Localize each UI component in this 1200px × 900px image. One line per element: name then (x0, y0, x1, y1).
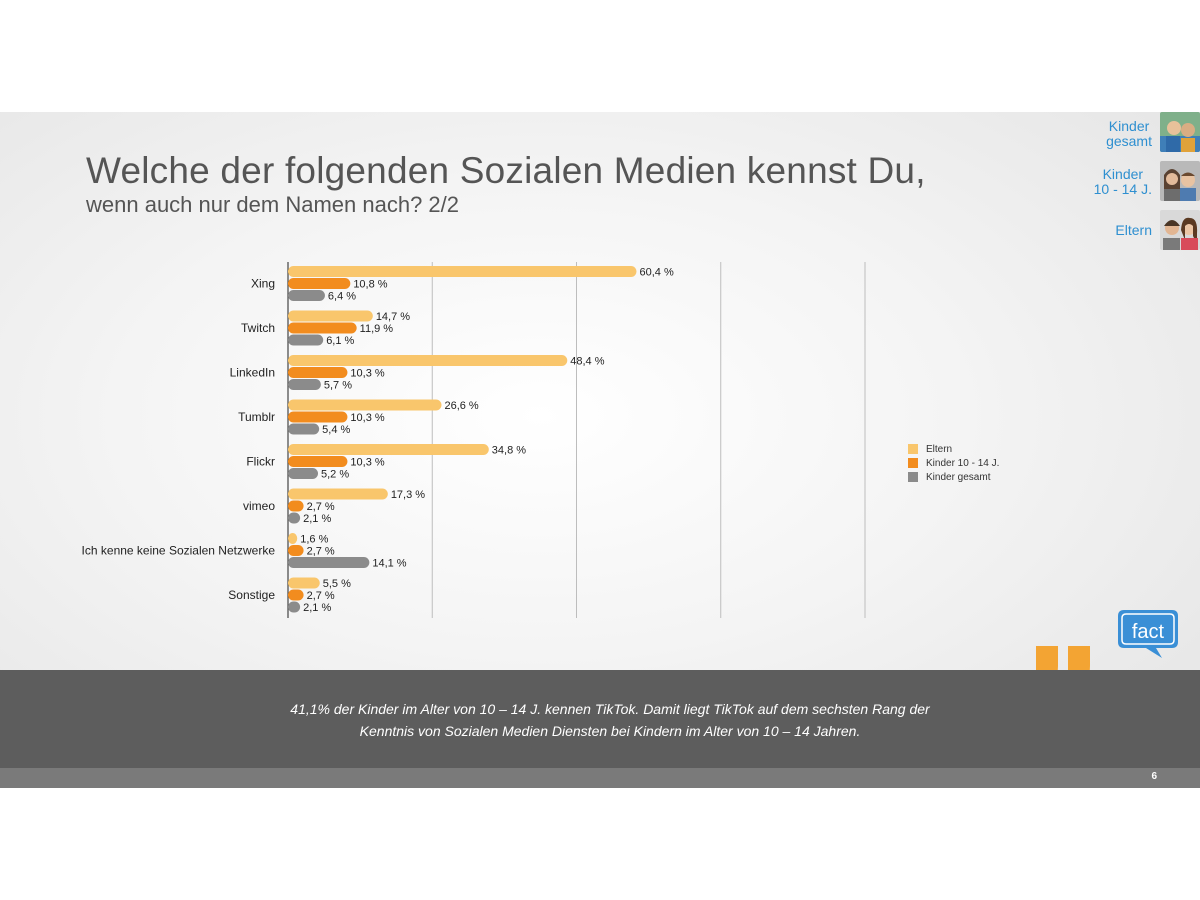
data-label: 6,4 % (328, 291, 356, 303)
legend: Eltern Kinder 10 - 14 J. Kinder gesamt (908, 442, 999, 484)
bar (288, 545, 304, 556)
data-label: 10,3 % (350, 412, 384, 424)
teens-photo-thumbnail[interactable] (1160, 161, 1200, 201)
page-number: 6 (1151, 771, 1157, 782)
data-label: 2,7 % (307, 501, 335, 513)
legend-item-kinder-10-14: Kinder 10 - 14 J. (908, 456, 999, 470)
kids-photo-thumbnail[interactable] (1160, 112, 1200, 152)
bar (288, 379, 321, 390)
category-label: Twitch (241, 321, 275, 335)
bar (288, 411, 348, 423)
category-label: Flickr (246, 455, 275, 469)
category-label: Xing (251, 277, 275, 291)
nav-label: gesamt (1106, 133, 1152, 149)
bar (288, 589, 304, 601)
banner-line-1: 41,1% der Kinder im Alter von 10 – 14 J.… (290, 701, 930, 717)
category-label: Sonstige (228, 588, 275, 602)
bar (288, 423, 320, 435)
data-label: 2,1 % (303, 513, 331, 525)
bar (288, 310, 373, 322)
legend-swatch (908, 458, 918, 468)
bar (288, 488, 388, 500)
legend-item-kinder-gesamt: Kinder gesamt (908, 470, 999, 484)
legend-label: Eltern (926, 443, 953, 455)
fact-logo[interactable]: fact (1116, 608, 1180, 660)
summary-banner: 41,1% der Kinder im Alter von 10 – 14 J.… (0, 670, 1200, 768)
bar (288, 278, 351, 289)
legend-item-eltern: Eltern (908, 442, 999, 456)
bar (288, 456, 348, 467)
nav-kinder-gesamt[interactable]: Kinder gesamt (1106, 119, 1152, 149)
bar (288, 290, 325, 301)
category-label: Ich kenne keine Sozialen Netzwerke (82, 544, 276, 558)
data-label: 11,9 % (360, 323, 394, 335)
nav-label: Kinder (1108, 118, 1150, 134)
banner-text: 41,1% der Kinder im Alter von 10 – 14 J.… (200, 698, 1020, 742)
data-label: 10,3 % (350, 457, 384, 469)
bar-chart: Xing 60,4 % 10,8 %6,4 % Twitch 14,7 %11,9 % 6… (82, 262, 866, 618)
data-label: 2,7 % (307, 590, 335, 602)
page-title: Welche der folgenden Sozialen Medien ken… (86, 150, 926, 191)
bar (288, 266, 637, 277)
data-label: 14,7 % (376, 311, 410, 323)
slide: Welche der folgenden Sozialen Medien ken… (0, 112, 1200, 788)
data-label: 48,4 % (570, 356, 604, 368)
legend-label: Kinder 10 - 14 J. (926, 457, 1000, 469)
nav-kinder-10-14[interactable]: Kinder 10 - 14 J. (1094, 167, 1152, 197)
data-label: 5,7 % (324, 380, 352, 392)
bar (288, 367, 348, 378)
bar (288, 334, 324, 346)
page-subtitle: wenn auch nur dem Namen nach? 2/2 (86, 192, 460, 217)
legend-label: Kinder gesamt (926, 471, 991, 483)
category-label: LinkedIn (230, 366, 275, 380)
category-label: Tumblr (238, 410, 275, 424)
nav-eltern[interactable]: Eltern (1115, 223, 1152, 238)
bar (288, 577, 320, 589)
bar (288, 601, 301, 613)
data-label: 6,1 % (326, 335, 354, 347)
data-label: 17,3 % (391, 489, 425, 501)
data-label: 60,4 % (640, 267, 674, 279)
data-label: 5,2 % (321, 469, 349, 481)
legend-swatch (908, 472, 918, 482)
data-label: 2,7 % (307, 546, 335, 558)
data-label: 5,4 % (322, 424, 350, 436)
bar (288, 355, 568, 366)
data-label: 14,1 % (372, 558, 406, 570)
bar (288, 557, 370, 568)
bar (288, 533, 298, 544)
bar (288, 500, 304, 512)
bar (288, 512, 301, 524)
bar (288, 322, 357, 334)
data-label: 2,1 % (303, 602, 331, 614)
footer-bar: 6 (0, 768, 1200, 788)
nav-label: Kinder (1102, 166, 1144, 182)
data-label: 5,5 % (323, 578, 351, 590)
bar (288, 444, 489, 455)
nav-label: Eltern (1115, 222, 1152, 238)
parents-photo-thumbnail[interactable] (1160, 210, 1200, 250)
data-label: 26,6 % (444, 400, 478, 412)
data-label: 10,3 % (350, 368, 384, 380)
nav-label: 10 - 14 J. (1093, 181, 1152, 197)
data-label: 10,8 % (353, 279, 387, 291)
bar (288, 468, 319, 479)
bar (288, 399, 442, 411)
banner-line-2: Kenntnis von Sozialen Medien Diensten be… (359, 723, 861, 739)
legend-swatch (908, 444, 918, 454)
data-label: 1,6 % (300, 534, 328, 546)
data-label: 34,8 % (492, 445, 526, 457)
logo-text: fact (1132, 621, 1165, 643)
category-label: vimeo (243, 499, 275, 513)
